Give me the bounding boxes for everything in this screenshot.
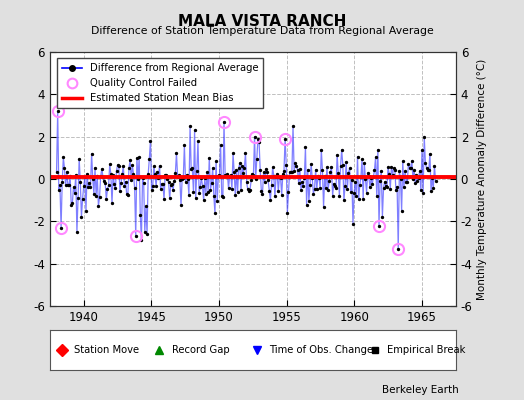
Text: Record Gap: Record Gap (172, 345, 229, 355)
Text: Berkeley Earth: Berkeley Earth (382, 385, 458, 395)
Y-axis label: Monthly Temperature Anomaly Difference (°C): Monthly Temperature Anomaly Difference (… (477, 58, 487, 300)
Text: Time of Obs. Change: Time of Obs. Change (269, 345, 373, 355)
Text: Difference of Station Temperature Data from Regional Average: Difference of Station Temperature Data f… (91, 26, 433, 36)
Text: Empirical Break: Empirical Break (387, 345, 465, 355)
Legend: Difference from Regional Average, Quality Control Failed, Estimated Station Mean: Difference from Regional Average, Qualit… (57, 58, 264, 108)
Text: Station Move: Station Move (74, 345, 139, 355)
Text: MALA VISTA RANCH: MALA VISTA RANCH (178, 14, 346, 29)
